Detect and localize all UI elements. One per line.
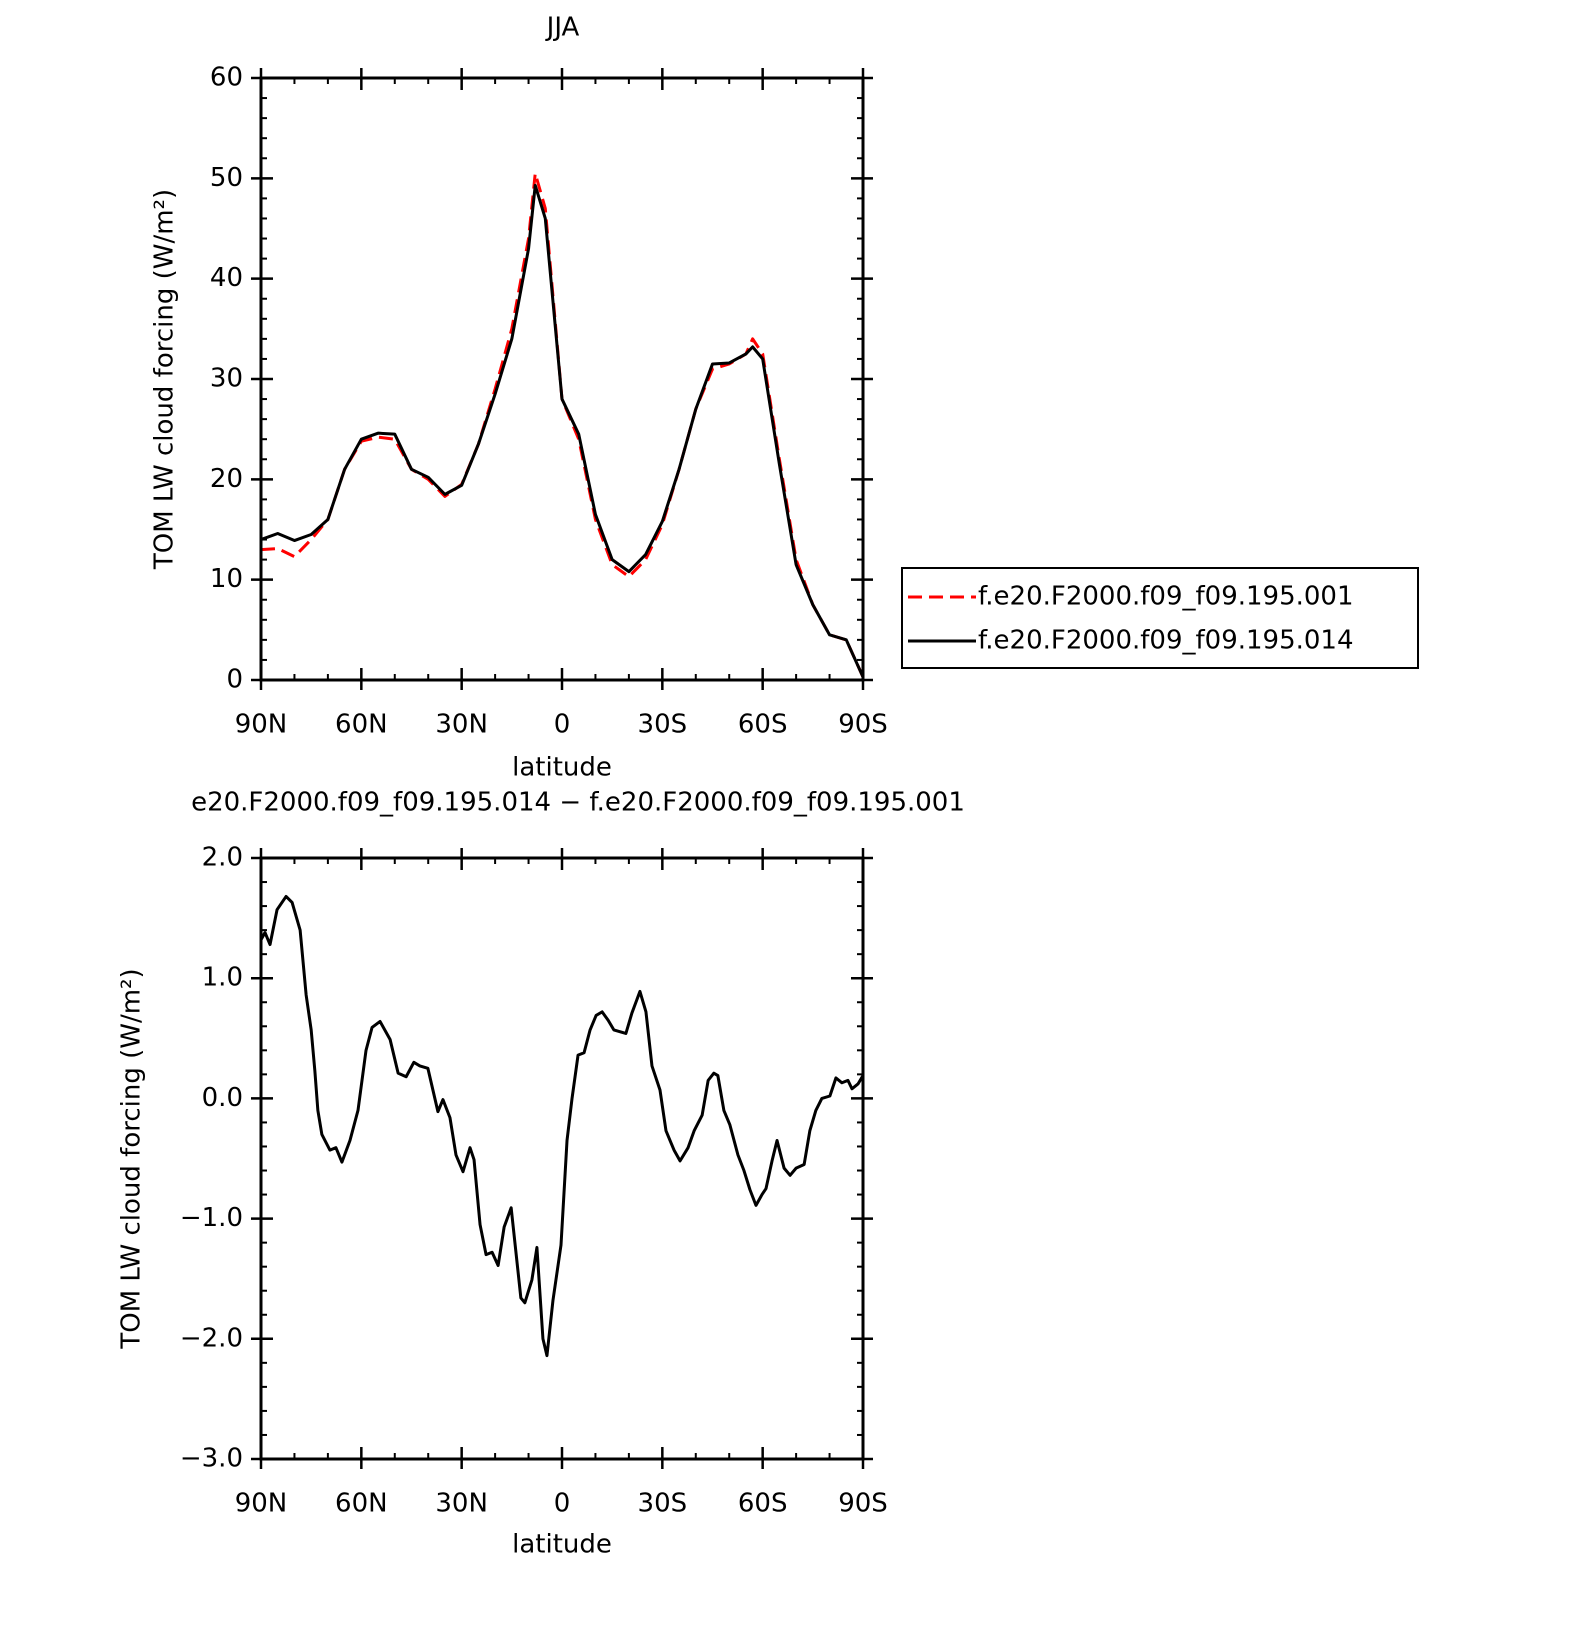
x-tick-label: 0: [554, 710, 571, 740]
chart-title: JJA: [545, 13, 580, 43]
x-tick-label: 90S: [838, 710, 888, 740]
y-tick-label: 1.0: [202, 963, 243, 993]
x-tick-label: 30S: [638, 1489, 688, 1519]
chart-title: e20.F2000.f09_f09.195.014 − f.e20.F2000.…: [191, 788, 965, 818]
y-tick-label: 60: [210, 63, 243, 93]
x-tick-label: 60S: [738, 1489, 788, 1519]
x-tick-label: 60N: [335, 710, 388, 740]
x-tick-label: 90N: [235, 710, 288, 740]
x-tick-label: 90N: [235, 1489, 288, 1519]
y-tick-label: 30: [210, 364, 243, 394]
y-axis-label: TOM LW cloud forcing (W/m²): [117, 968, 147, 1349]
legend-label: f.e20.F2000.f09_f09.195.014: [978, 626, 1354, 656]
x-tick-label: 60S: [738, 710, 788, 740]
x-tick-label: 60N: [335, 1489, 388, 1519]
y-tick-label: 2.0: [202, 843, 243, 873]
x-tick-label: 30N: [435, 710, 488, 740]
x-tick-label: 90S: [838, 1489, 888, 1519]
plot-frame: [259, 76, 865, 682]
x-axis-label: latitude: [512, 1530, 612, 1560]
y-tick-label: 10: [210, 564, 243, 594]
data-line: [259, 894, 865, 1358]
y-tick-label: −3.0: [180, 1444, 243, 1474]
y-tick-label: −1.0: [180, 1203, 243, 1233]
x-tick-label: 0: [554, 1489, 571, 1519]
plot-frame: [259, 856, 865, 1461]
legend-label: f.e20.F2000.f09_f09.195.001: [978, 582, 1354, 612]
legend-box: [901, 567, 1419, 669]
data-line: [260, 183, 865, 678]
x-axis-label: latitude: [512, 753, 612, 783]
y-tick-label: 50: [210, 163, 243, 193]
y-tick-label: 0: [226, 665, 243, 695]
y-axis-label: TOM LW cloud forcing (W/m²): [150, 189, 180, 570]
y-tick-label: 20: [210, 464, 243, 494]
y-tick-label: −2.0: [180, 1323, 243, 1353]
x-tick-label: 30S: [638, 710, 688, 740]
y-tick-label: 0.0: [202, 1083, 243, 1113]
x-tick-label: 30N: [435, 1489, 488, 1519]
y-tick-label: 40: [210, 263, 243, 293]
